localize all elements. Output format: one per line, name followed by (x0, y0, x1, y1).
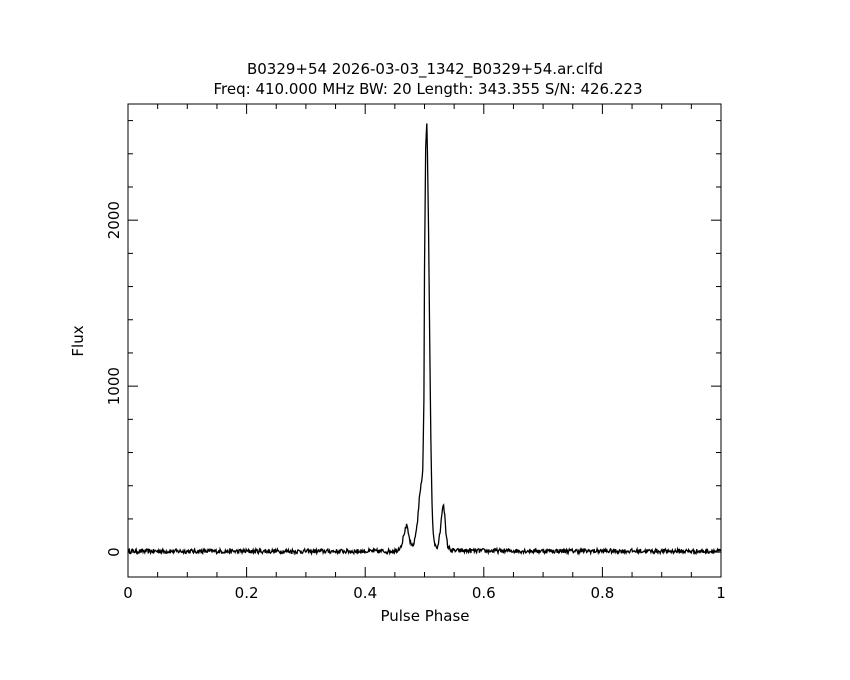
y-axis: 0 1000 2000 (105, 120, 721, 557)
series-line-pulse-profile (127, 123, 722, 556)
x-tick-label: 0.2 (235, 584, 259, 602)
x-tick-label: 0.6 (472, 584, 496, 602)
x-tick-label: 0.8 (590, 584, 614, 602)
y-axis-label: Flux (69, 325, 87, 356)
x-tick-label: 0.4 (353, 584, 377, 602)
x-tick-label: 0 (123, 584, 133, 602)
x-axis-label: Pulse Phase (380, 607, 469, 625)
y-tick-label: 1000 (105, 367, 123, 405)
x-axis: 0 0.2 0.4 0.6 0.8 1 (123, 104, 726, 602)
chart-title: B0329+54 2026-03-03_1342_B0329+54.ar.clf… (247, 60, 603, 79)
chart-subtitle: Freq: 410.000 MHz BW: 20 Length: 343.355… (214, 80, 643, 98)
y-tick-label: 2000 (105, 201, 123, 239)
x-tick-label: 1 (716, 584, 726, 602)
y-tick-label: 0 (105, 547, 123, 557)
